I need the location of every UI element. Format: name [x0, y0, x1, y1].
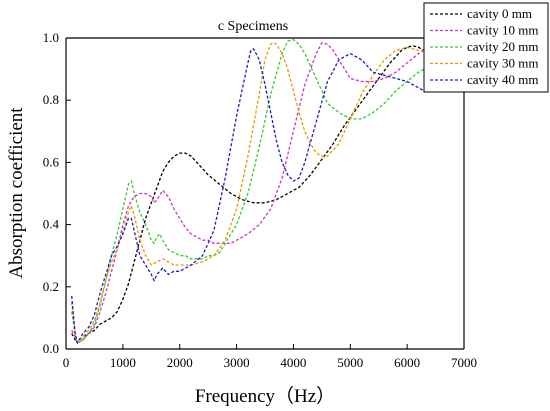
series-lines — [71, 38, 425, 345]
y-tick-label: 0.8 — [43, 92, 59, 107]
y-tick-label: 0.6 — [43, 154, 60, 169]
y-axis-ticks: 0.0 0.2 0.4 0.6 0.8 1.0 — [43, 30, 71, 356]
chart-title: c Specimens — [218, 19, 288, 34]
axes-frame — [65, 37, 465, 350]
y-tick-label: 0.0 — [43, 341, 59, 356]
x-axis-ticks: 0 1000 2000 3000 4000 5000 6000 7000 — [63, 344, 477, 370]
x-tick-label: 5000 — [337, 355, 363, 370]
series-line-cavity-20-mm — [71, 38, 425, 344]
legend-label: cavity 10 mm — [467, 23, 539, 38]
x-tick-label: 3000 — [224, 355, 250, 370]
legend-label: cavity 30 mm — [467, 56, 539, 71]
series-line-cavity-30-mm — [71, 41, 425, 345]
x-tick-label: 0 — [63, 355, 70, 370]
series-line-cavity-40-mm — [71, 48, 425, 345]
y-tick-label: 0.4 — [43, 217, 60, 232]
x-tick-label: 7000 — [451, 355, 477, 370]
series-line-cavity-0-mm — [71, 45, 425, 344]
legend-label: cavity 0 mm — [467, 6, 532, 21]
x-tick-label: 2000 — [167, 355, 193, 370]
series-line-cavity-10-mm — [71, 41, 425, 344]
x-tick-label: 6000 — [394, 355, 420, 370]
x-axis-title: Frequency（Hz） — [195, 385, 335, 407]
y-tick-label: 1.0 — [43, 30, 59, 45]
x-tick-label: 1000 — [110, 355, 136, 370]
y-tick-label: 0.2 — [43, 279, 59, 294]
x-tick-label: 4000 — [280, 355, 306, 370]
legend-box — [423, 2, 549, 93]
legend-label: cavity 20 mm — [467, 39, 539, 54]
legend-label: cavity 40 mm — [467, 72, 539, 87]
y-axis-title: Absorption coefficient — [6, 107, 27, 279]
